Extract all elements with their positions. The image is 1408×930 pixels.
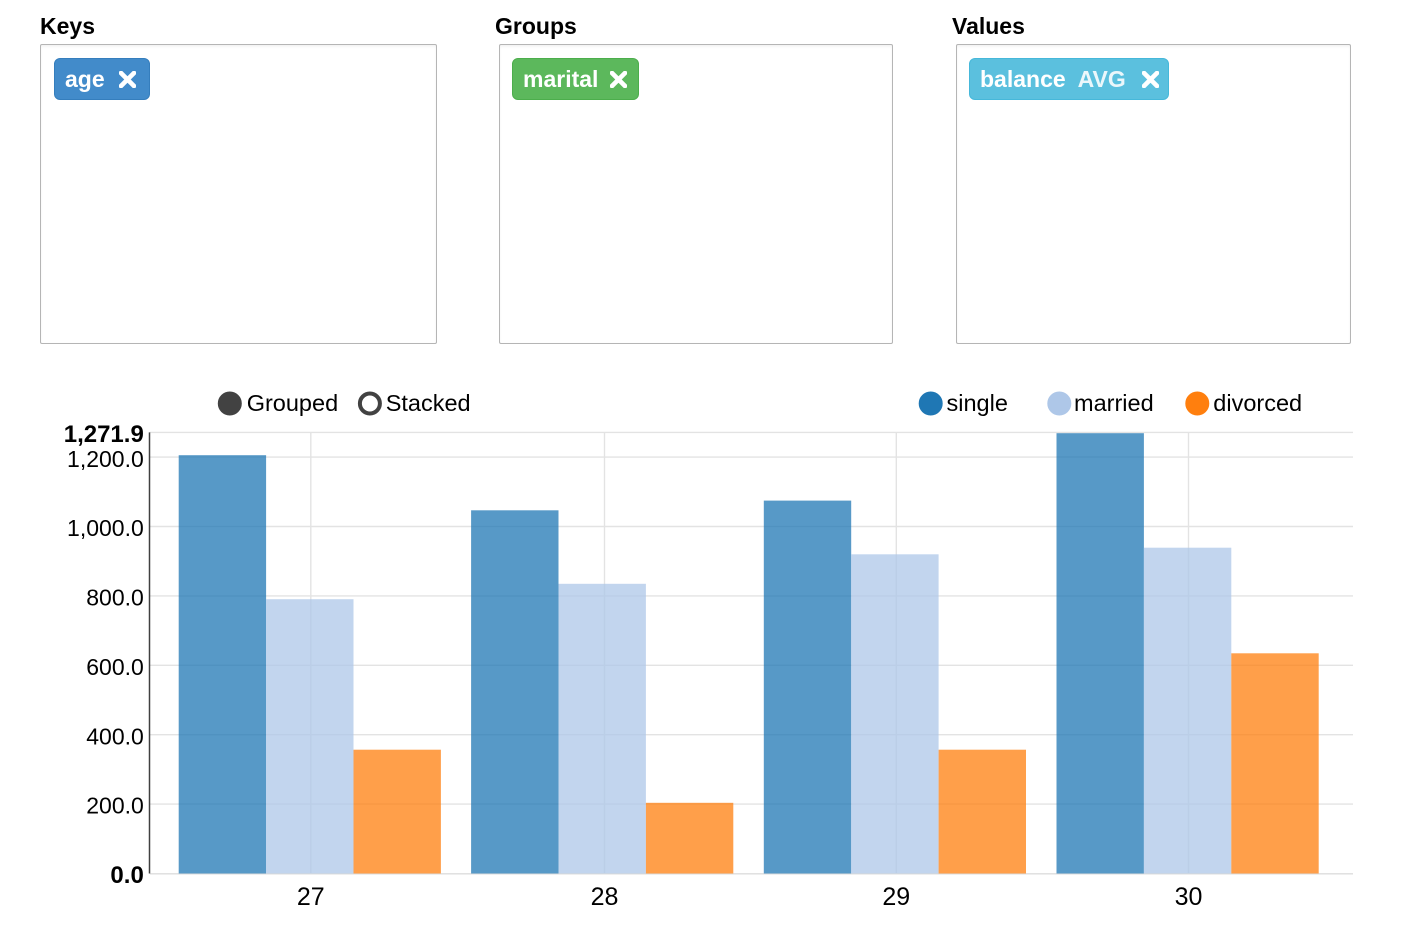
svg-text:Grouped: Grouped (247, 390, 338, 416)
svg-text:27: 27 (297, 883, 325, 911)
svg-text:divorced: divorced (1213, 390, 1302, 416)
svg-text:Stacked: Stacked (386, 390, 471, 416)
svg-text:29: 29 (882, 883, 910, 911)
svg-text:married: married (1074, 390, 1154, 416)
svg-text:800.0: 800.0 (86, 585, 144, 611)
svg-text:600.0: 600.0 (86, 654, 144, 680)
svg-text:30: 30 (1175, 883, 1203, 911)
svg-text:0.0: 0.0 (110, 862, 143, 889)
svg-text:1,271.9: 1,271.9 (64, 421, 144, 448)
svg-text:400.0: 400.0 (86, 723, 144, 749)
svg-text:200.0: 200.0 (86, 793, 144, 819)
svg-text:1,200.0: 1,200.0 (67, 446, 144, 472)
svg-text:1,000.0: 1,000.0 (67, 515, 144, 541)
svg-text:single: single (947, 390, 1008, 416)
svg-text:28: 28 (591, 883, 619, 911)
